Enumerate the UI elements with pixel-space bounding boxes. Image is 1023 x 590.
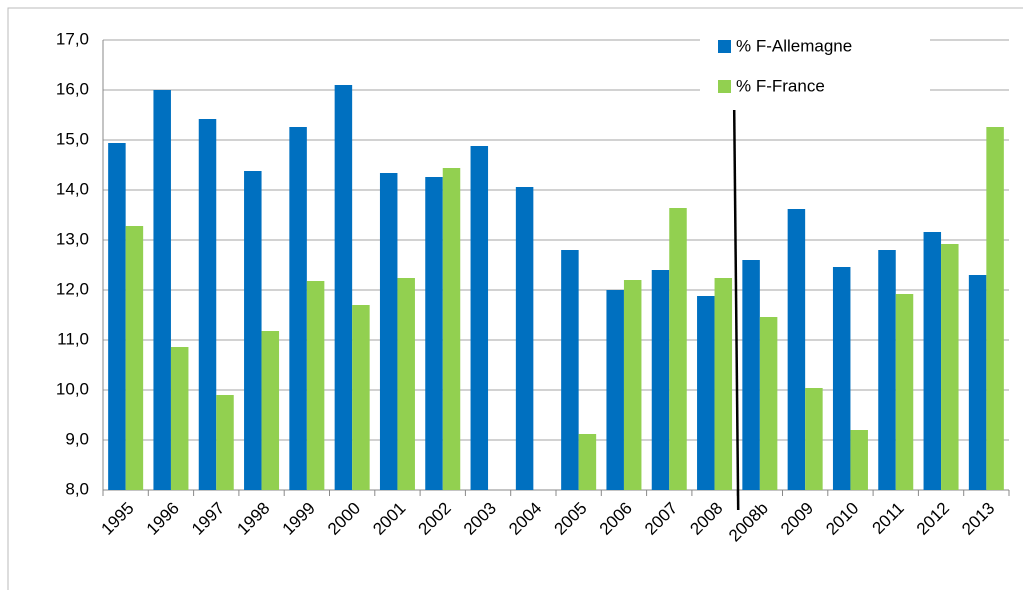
bar <box>244 171 262 490</box>
bar <box>669 208 687 490</box>
bar <box>832 267 851 490</box>
separator <box>732 109 740 511</box>
bar <box>561 250 579 490</box>
bar <box>108 143 126 490</box>
bar <box>805 388 823 490</box>
y-tick-label: 14,0 <box>56 179 89 198</box>
y-tick-label: 8,0 <box>65 479 89 498</box>
legend-label: % F-France <box>736 76 825 95</box>
bar <box>986 127 1004 490</box>
bar <box>261 331 280 490</box>
y-tick-label: 9,0 <box>65 429 89 448</box>
bar <box>334 85 353 490</box>
bar <box>397 278 415 490</box>
bar <box>850 430 868 490</box>
y-tick-label: 16,0 <box>56 79 89 98</box>
bar <box>623 280 642 490</box>
bar <box>352 305 370 490</box>
bar <box>968 275 987 490</box>
bar <box>651 270 670 490</box>
bar <box>578 434 597 490</box>
y-tick-label: 10,0 <box>56 379 89 398</box>
bar <box>306 281 325 490</box>
bar <box>470 146 489 490</box>
bar <box>714 278 733 490</box>
legend-swatch <box>718 80 731 93</box>
bar <box>895 294 914 490</box>
y-tick-label: 15,0 <box>56 129 89 148</box>
bar <box>442 168 461 490</box>
legend-label: % F-Allemagne <box>736 36 852 55</box>
bar <box>515 187 534 490</box>
frame <box>7 7 1023 590</box>
bar <box>697 296 715 490</box>
bar <box>606 290 624 490</box>
bar <box>379 173 398 490</box>
legend-swatch <box>718 40 731 53</box>
y-tick-label: 11,0 <box>57 329 89 348</box>
bar <box>153 90 171 490</box>
y-tick-label: 13,0 <box>56 229 89 248</box>
y-tick-label: 17,0 <box>56 29 89 48</box>
bar <box>878 250 896 490</box>
bar <box>923 232 942 490</box>
bar <box>216 395 234 490</box>
bar <box>425 177 443 490</box>
bar <box>125 226 144 490</box>
bar <box>742 260 760 490</box>
bar <box>759 317 778 490</box>
y-tick-label: 12,0 <box>56 279 89 298</box>
bar <box>941 244 959 490</box>
bar <box>787 209 806 490</box>
bar <box>289 127 307 490</box>
bar <box>198 119 217 490</box>
bar <box>170 347 189 490</box>
